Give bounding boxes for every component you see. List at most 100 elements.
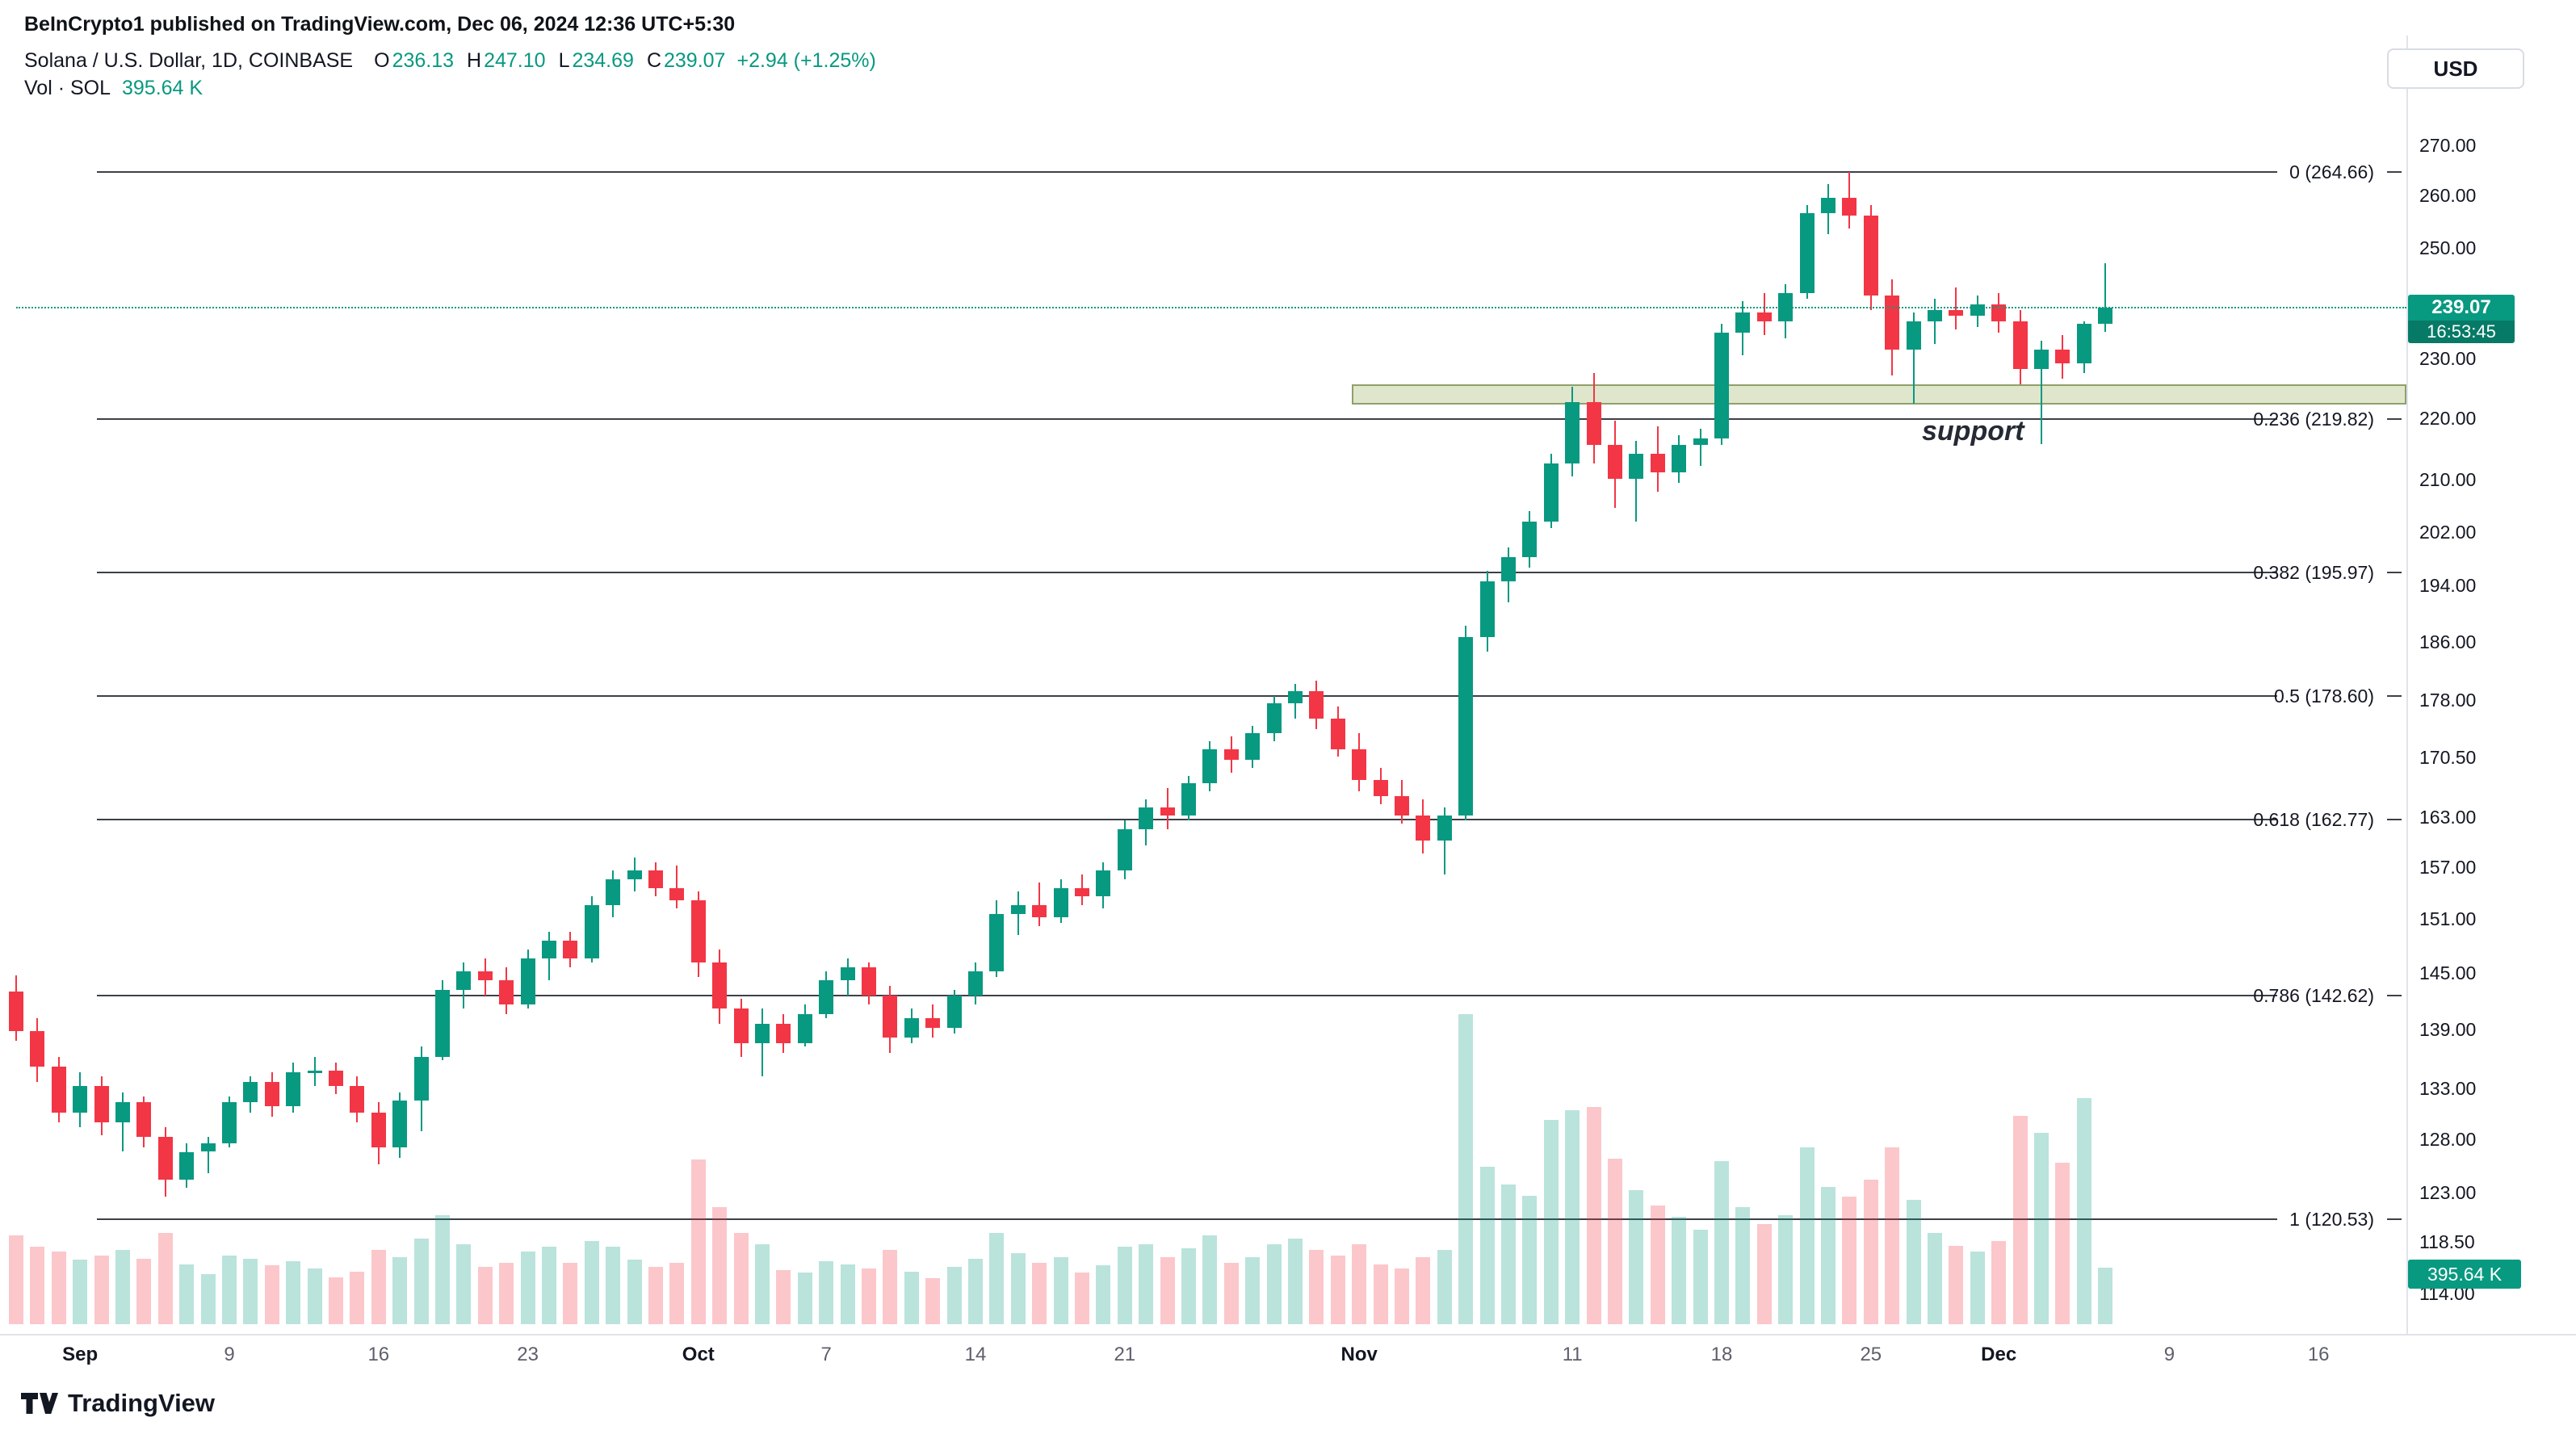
candle-wick: [1912, 312, 1915, 404]
candle-body: [179, 1151, 195, 1180]
volume-bar: [243, 1258, 258, 1324]
price-axis-label: 163.00: [2419, 807, 2477, 828]
candle-body: [1075, 887, 1089, 897]
fib-label: 0 (264.66): [2289, 161, 2374, 182]
volume-bar: [1373, 1264, 1388, 1324]
time-axis[interactable]: Sep 9 16 23 Oct 7 14 21 Nov 11 18 25 Dec 9 16: [0, 1335, 2406, 1384]
volume-bar: [1885, 1147, 1900, 1324]
volume-bar: [1650, 1206, 1665, 1324]
volume-bar: [627, 1260, 642, 1324]
candle-body: [1714, 332, 1729, 439]
price-axis-label: 270.00: [2419, 135, 2477, 156]
volume-label: Vol · SOL: [24, 77, 111, 99]
volume-bar: [755, 1243, 770, 1324]
volume-bar: [1970, 1251, 1985, 1324]
volume-bar: [2055, 1162, 2070, 1324]
volume-bar: [1117, 1247, 1132, 1324]
volume-bar: [1075, 1273, 1089, 1324]
time-axis-label: 18: [1710, 1344, 1733, 1365]
volume-bar: [1799, 1147, 1815, 1324]
volume-bar: [606, 1247, 621, 1324]
candle-body: [1479, 581, 1495, 638]
change-value: +2.94 (+1.25%): [736, 49, 876, 72]
candle-body: [1543, 463, 1559, 522]
candle-body: [819, 980, 834, 1015]
chart-canvas[interactable]: 0 (264.66) 0.236 (219.82) 0.382 (195.97) 0.…: [0, 0, 2406, 1334]
volume-bar: [222, 1256, 237, 1324]
fib-dash: [2387, 418, 2402, 421]
current-price-badge: 239.07 16:53:45: [2408, 294, 2515, 343]
volume-bar: [862, 1268, 876, 1324]
volume-bar: [1053, 1256, 1068, 1324]
symbol-row: Solana / U.S. Dollar, 1D, COINBASE O 236.…: [24, 47, 876, 74]
time-axis-label: Oct: [682, 1344, 715, 1365]
volume-bar: [1778, 1215, 1794, 1324]
fib-label: 0.5 (178.60): [2273, 685, 2374, 707]
volume-bar: [307, 1268, 322, 1324]
price-axis-label: 133.00: [2419, 1077, 2477, 1099]
candle-body: [1288, 691, 1303, 703]
currency-toggle-button[interactable]: USD: [2387, 48, 2524, 89]
volume-bar: [1395, 1268, 1409, 1324]
volume-bar: [264, 1265, 279, 1324]
candle-body: [392, 1100, 408, 1148]
candle-body: [1863, 215, 1878, 296]
candle-body: [222, 1102, 237, 1144]
candle-body: [73, 1086, 88, 1113]
fib-line: [97, 994, 2277, 996]
volume-bar: [1842, 1197, 1857, 1324]
attribution-text: BeInCrypto1 published on TradingView.com…: [24, 13, 736, 36]
candle-body: [690, 899, 706, 962]
tradingview-attribution[interactable]: TradingView: [21, 1389, 215, 1418]
volume-bar: [1139, 1243, 1154, 1324]
volume-bar: [1160, 1256, 1175, 1324]
candle-body: [435, 989, 450, 1057]
volume-bar: [1266, 1243, 1282, 1324]
fib-dash: [2387, 818, 2402, 820]
fib-dash: [2387, 170, 2402, 173]
candle-body: [840, 967, 855, 981]
current-price-value: 239.07: [2408, 294, 2515, 321]
volume-bar: [733, 1232, 749, 1324]
candle-body: [1373, 780, 1388, 797]
volume-bar: [392, 1256, 408, 1324]
volume-bar: [73, 1260, 88, 1324]
volume-bar: [94, 1256, 109, 1324]
candle-wick: [1955, 287, 1957, 329]
volume-bar: [1522, 1195, 1538, 1324]
volume-bar: [1416, 1256, 1431, 1324]
candle-body: [776, 1023, 791, 1043]
open-label: O: [374, 49, 390, 72]
candle-body: [1181, 783, 1196, 816]
price-axis-label: 186.00: [2419, 631, 2477, 652]
candle-body: [456, 971, 472, 990]
volume-bar: [1565, 1109, 1580, 1324]
volume-bar: [840, 1264, 855, 1324]
fib-label: 0.236 (219.82): [2253, 409, 2374, 430]
volume-bar: [563, 1262, 578, 1324]
volume-bar: [1608, 1158, 1622, 1324]
volume-bar: [1543, 1119, 1559, 1324]
symbol-title[interactable]: Solana / U.S. Dollar, 1D, COINBASE: [24, 49, 354, 72]
candle-body: [1202, 748, 1218, 784]
price-axis-label: 128.00: [2419, 1128, 2477, 1150]
fib-dash: [2387, 994, 2402, 996]
candle-body: [1458, 637, 1474, 816]
close-value: 239.07: [664, 49, 726, 72]
fib-label: 0.382 (195.97): [2253, 561, 2374, 583]
volume-bar: [883, 1249, 898, 1324]
volume-bar: [179, 1264, 195, 1324]
candle-body: [1672, 445, 1687, 473]
candle-body: [51, 1066, 66, 1113]
candle-wick: [1443, 807, 1445, 874]
candle-body: [1756, 312, 1772, 321]
volume-bar: [1479, 1167, 1495, 1324]
volume-bar: [1202, 1235, 1218, 1324]
fib-dash: [2387, 571, 2402, 573]
price-axis[interactable]: 270.00 260.00 250.00 230.00 220.00 210.00 202.…: [2406, 0, 2576, 1334]
candle-body: [1223, 748, 1239, 761]
fib-line: [97, 170, 2277, 173]
time-axis-label: 21: [1114, 1344, 1136, 1365]
volume-bar: [1352, 1243, 1367, 1324]
volume-bar: [542, 1247, 556, 1324]
